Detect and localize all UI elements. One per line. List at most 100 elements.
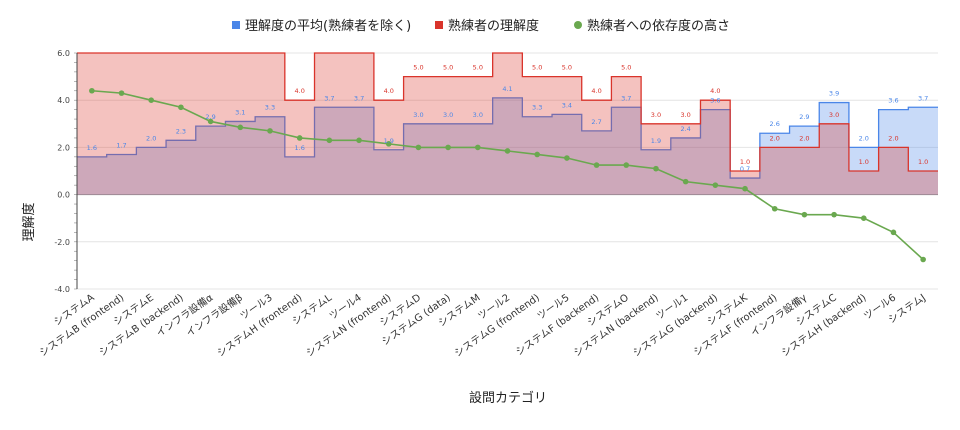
y-tick-label: 2.0	[57, 143, 70, 152]
data-label: 2.7	[591, 118, 601, 126]
data-label: 1.6	[87, 144, 97, 152]
line-point[interactable]	[831, 211, 837, 218]
data-label: 2.0	[888, 134, 898, 142]
legend: 理解度の平均(熟練者を除く) 熟練者の理解度 熟練者への依存度の高さ	[232, 18, 730, 34]
data-label: 4.1	[502, 85, 512, 93]
legend-marker	[574, 21, 582, 29]
data-label: 3.0	[443, 111, 453, 119]
legend-marker	[435, 21, 443, 29]
data-label: 3.4	[562, 101, 572, 109]
data-label: 4.0	[591, 87, 601, 95]
data-label: 3.7	[621, 94, 631, 102]
data-label: 2.9	[799, 113, 809, 121]
legend-item-2[interactable]: 熟練者への依存度の高さ	[574, 18, 730, 34]
data-label: 1.0	[740, 158, 750, 166]
line-point[interactable]	[385, 141, 392, 147]
legend-label: 理解度の平均(熟練者を除く)	[245, 18, 411, 34]
line-point[interactable]	[593, 162, 600, 168]
data-label: 3.6	[888, 97, 898, 105]
data-label: 5.0	[443, 64, 453, 72]
line-point[interactable]	[296, 135, 303, 141]
line-point[interactable]	[504, 148, 511, 154]
line-point[interactable]	[267, 128, 273, 134]
line-point[interactable]	[771, 205, 778, 212]
data-label: 2.0	[146, 134, 156, 142]
y-tick-label: 4.0	[57, 96, 70, 105]
data-label: 3.1	[235, 108, 245, 116]
data-label: 5.0	[621, 64, 631, 72]
data-label: 5.0	[413, 64, 423, 72]
data-label: 3.0	[651, 111, 661, 119]
line-point[interactable]	[623, 162, 630, 168]
y-tick-label: -4.0	[54, 285, 70, 294]
line-point[interactable]	[920, 256, 926, 263]
line-point[interactable]	[178, 104, 184, 111]
data-label: 3.7	[324, 94, 334, 102]
data-label: 2.3	[176, 127, 186, 135]
data-label: 3.0	[413, 111, 423, 119]
line-point[interactable]	[653, 165, 659, 172]
gridlines	[77, 52, 938, 290]
area-outline-series-0	[77, 97, 938, 179]
line-point[interactable]	[742, 185, 748, 192]
data-label: 3.7	[918, 94, 928, 102]
line-point[interactable]	[207, 118, 214, 125]
data-label: 5.0	[532, 64, 542, 72]
data-label: 2.0	[859, 134, 869, 142]
line-point[interactable]	[326, 137, 333, 144]
legend-item-0[interactable]: 理解度の平均(熟練者を除く)	[232, 18, 411, 34]
x-axis-title: 設問カテゴリ	[469, 390, 547, 406]
line-point[interactable]	[890, 229, 897, 236]
data-label: 3.3	[265, 104, 275, 112]
data-label: 2.0	[799, 134, 809, 142]
line-point[interactable]	[148, 97, 155, 103]
data-label: 2.6	[770, 120, 780, 128]
data-label: 2.0	[770, 134, 780, 142]
data-label: 4.0	[295, 87, 305, 95]
legend-item-1[interactable]: 熟練者の理解度	[435, 18, 539, 34]
line-point[interactable]	[682, 178, 689, 185]
line-point[interactable]	[712, 182, 719, 188]
data-label: 3.0	[680, 111, 690, 119]
data-label: 3.0	[829, 111, 839, 119]
y-tick-label: 0.0	[57, 191, 70, 200]
legend-label: 熟練者の理解度	[448, 18, 539, 34]
dependency-line	[89, 87, 926, 263]
line-point[interactable]	[860, 215, 867, 221]
data-label: 0.7	[740, 165, 750, 173]
area-fill-series-1	[77, 53, 938, 195]
y-axis-title: 理解度	[21, 202, 37, 241]
line-point[interactable]	[415, 144, 422, 151]
line-point[interactable]	[445, 144, 451, 151]
data-label: 1.7	[116, 141, 126, 149]
data-label: 3.9	[829, 90, 839, 98]
line-point[interactable]	[801, 211, 808, 218]
line-point[interactable]	[118, 90, 125, 96]
line-point[interactable]	[564, 155, 570, 161]
y-tick-label: 6.0	[57, 49, 70, 58]
data-label: 4.0	[710, 87, 720, 95]
line-point[interactable]	[534, 151, 540, 158]
data-label: 1.9	[384, 137, 394, 145]
data-label: 3.6	[710, 97, 720, 105]
data-label: 5.0	[562, 64, 572, 72]
line-point[interactable]	[89, 87, 95, 94]
data-label: 5.0	[473, 64, 483, 72]
area-outline-series-1	[77, 52, 938, 172]
data-label: 3.0	[473, 111, 483, 119]
data-label: 4.0	[384, 87, 394, 95]
data-label: 1.6	[295, 144, 305, 152]
y-tick-label: -2.0	[54, 238, 70, 247]
line-point[interactable]	[237, 124, 244, 131]
data-label: 2.4	[680, 125, 690, 133]
series-areas	[77, 52, 938, 195]
data-label: 1.0	[918, 158, 928, 166]
data-label: 2.9	[205, 113, 215, 121]
area-fill-series-0	[77, 97, 938, 195]
line-point[interactable]	[356, 137, 362, 144]
legend-marker	[232, 21, 240, 29]
data-labels: 1.6 1.7 2.0 2.3 2.9 3.1 3.3 1.6 3.7 3.7 1.9 3.0 3.0 3…	[87, 64, 929, 173]
data-label: 1.9	[651, 137, 661, 145]
line-point[interactable]	[475, 144, 481, 151]
